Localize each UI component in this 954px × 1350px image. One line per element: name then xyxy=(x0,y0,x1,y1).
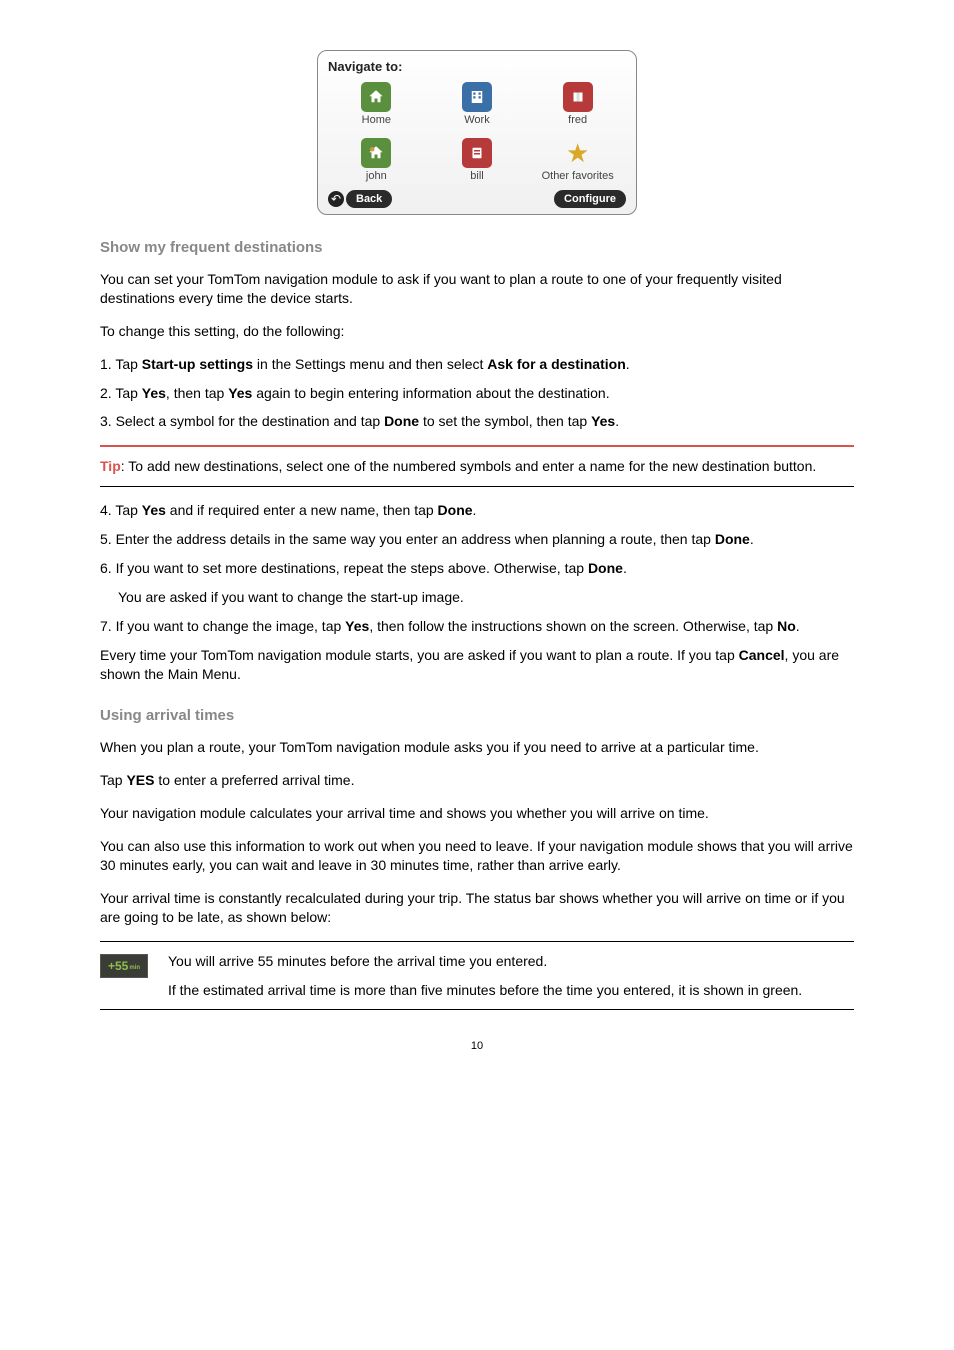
section-heading-arrival-times: Using arrival times xyxy=(100,707,854,724)
nav-label: Other favorites xyxy=(529,170,626,182)
step-3: 3. Select a symbol for the destination a… xyxy=(100,412,854,431)
arrival-description: You will arrive 55 minutes before the ar… xyxy=(168,952,854,1000)
badge-unit: min xyxy=(129,965,140,971)
arrival-time-badge: +55min xyxy=(100,954,148,978)
nav-label: Home xyxy=(328,114,425,126)
arrival-line-1: You will arrive 55 minutes before the ar… xyxy=(168,952,854,971)
nav-item-work: Work xyxy=(429,78,526,130)
tip-text: : To add new destinations, select one of… xyxy=(121,458,817,474)
step-6-sub: You are asked if you want to change the … xyxy=(118,588,854,607)
paragraph: To change this setting, do the following… xyxy=(100,322,854,341)
badge-value: +55 xyxy=(108,959,128,973)
paragraph: Tap YES to enter a preferred arrival tim… xyxy=(100,771,854,790)
nav-grid: Home Work fred john xyxy=(328,78,626,186)
nav-item-fred: fred xyxy=(529,78,626,130)
step-5: 5. Enter the address details in the same… xyxy=(100,530,854,549)
step-7: 7. If you want to change the image, tap … xyxy=(100,617,854,636)
tip-label: Tip xyxy=(100,458,121,474)
step-4: 4. Tap Yes and if required enter a new n… xyxy=(100,501,854,520)
paragraph: When you plan a route, your TomTom navig… xyxy=(100,738,854,757)
star-icon: ★ xyxy=(563,138,593,168)
nav-item-john: john xyxy=(328,134,425,186)
page-number: 10 xyxy=(100,1040,854,1052)
paragraph: Your navigation module calculates your a… xyxy=(100,804,854,823)
step-2: 2. Tap Yes, then tap Yes again to begin … xyxy=(100,384,854,403)
paragraph: Your arrival time is constantly recalcul… xyxy=(100,889,854,927)
navigate-to-screenshot: Navigate to: Home Work fred xyxy=(317,50,637,215)
work-icon xyxy=(462,82,492,112)
paragraph: You can also use this information to wor… xyxy=(100,837,854,875)
nav-title: Navigate to: xyxy=(328,59,626,74)
paragraph: You can set your TomTom navigation modul… xyxy=(100,270,854,308)
arrival-line-2: If the estimated arrival time is more th… xyxy=(168,981,854,1000)
arrival-example-row: +55min You will arrive 55 minutes before… xyxy=(100,941,854,1011)
tip-box: Tip: To add new destinations, select one… xyxy=(100,445,854,487)
section-heading-frequent-destinations: Show my frequent destinations xyxy=(100,239,854,256)
back-button: Back xyxy=(346,190,392,208)
arrival-badge-cell: +55min xyxy=(100,952,148,1000)
nav-label: Work xyxy=(429,114,526,126)
nav-label: fred xyxy=(529,114,626,126)
nav-item-bill: bill xyxy=(429,134,526,186)
nav-label: bill xyxy=(429,170,526,182)
step-1: 1. Tap Start-up settings in the Settings… xyxy=(100,355,854,374)
nav-item-other-favorites: ★ Other favorites xyxy=(529,134,626,186)
closing-paragraph: Every time your TomTom navigation module… xyxy=(100,646,854,684)
nav-label: john xyxy=(328,170,425,182)
nav-item-home: Home xyxy=(328,78,425,130)
fred-icon xyxy=(563,82,593,112)
document-page: Navigate to: Home Work fred xyxy=(0,0,954,1092)
john-icon xyxy=(361,138,391,168)
nav-bottom-bar: ↶ Back Configure xyxy=(328,190,626,208)
configure-button: Configure xyxy=(554,190,626,208)
bill-icon xyxy=(462,138,492,168)
home-icon xyxy=(361,82,391,112)
step-6: 6. If you want to set more destinations,… xyxy=(100,559,854,578)
back-arrow-icon: ↶ xyxy=(328,191,344,207)
